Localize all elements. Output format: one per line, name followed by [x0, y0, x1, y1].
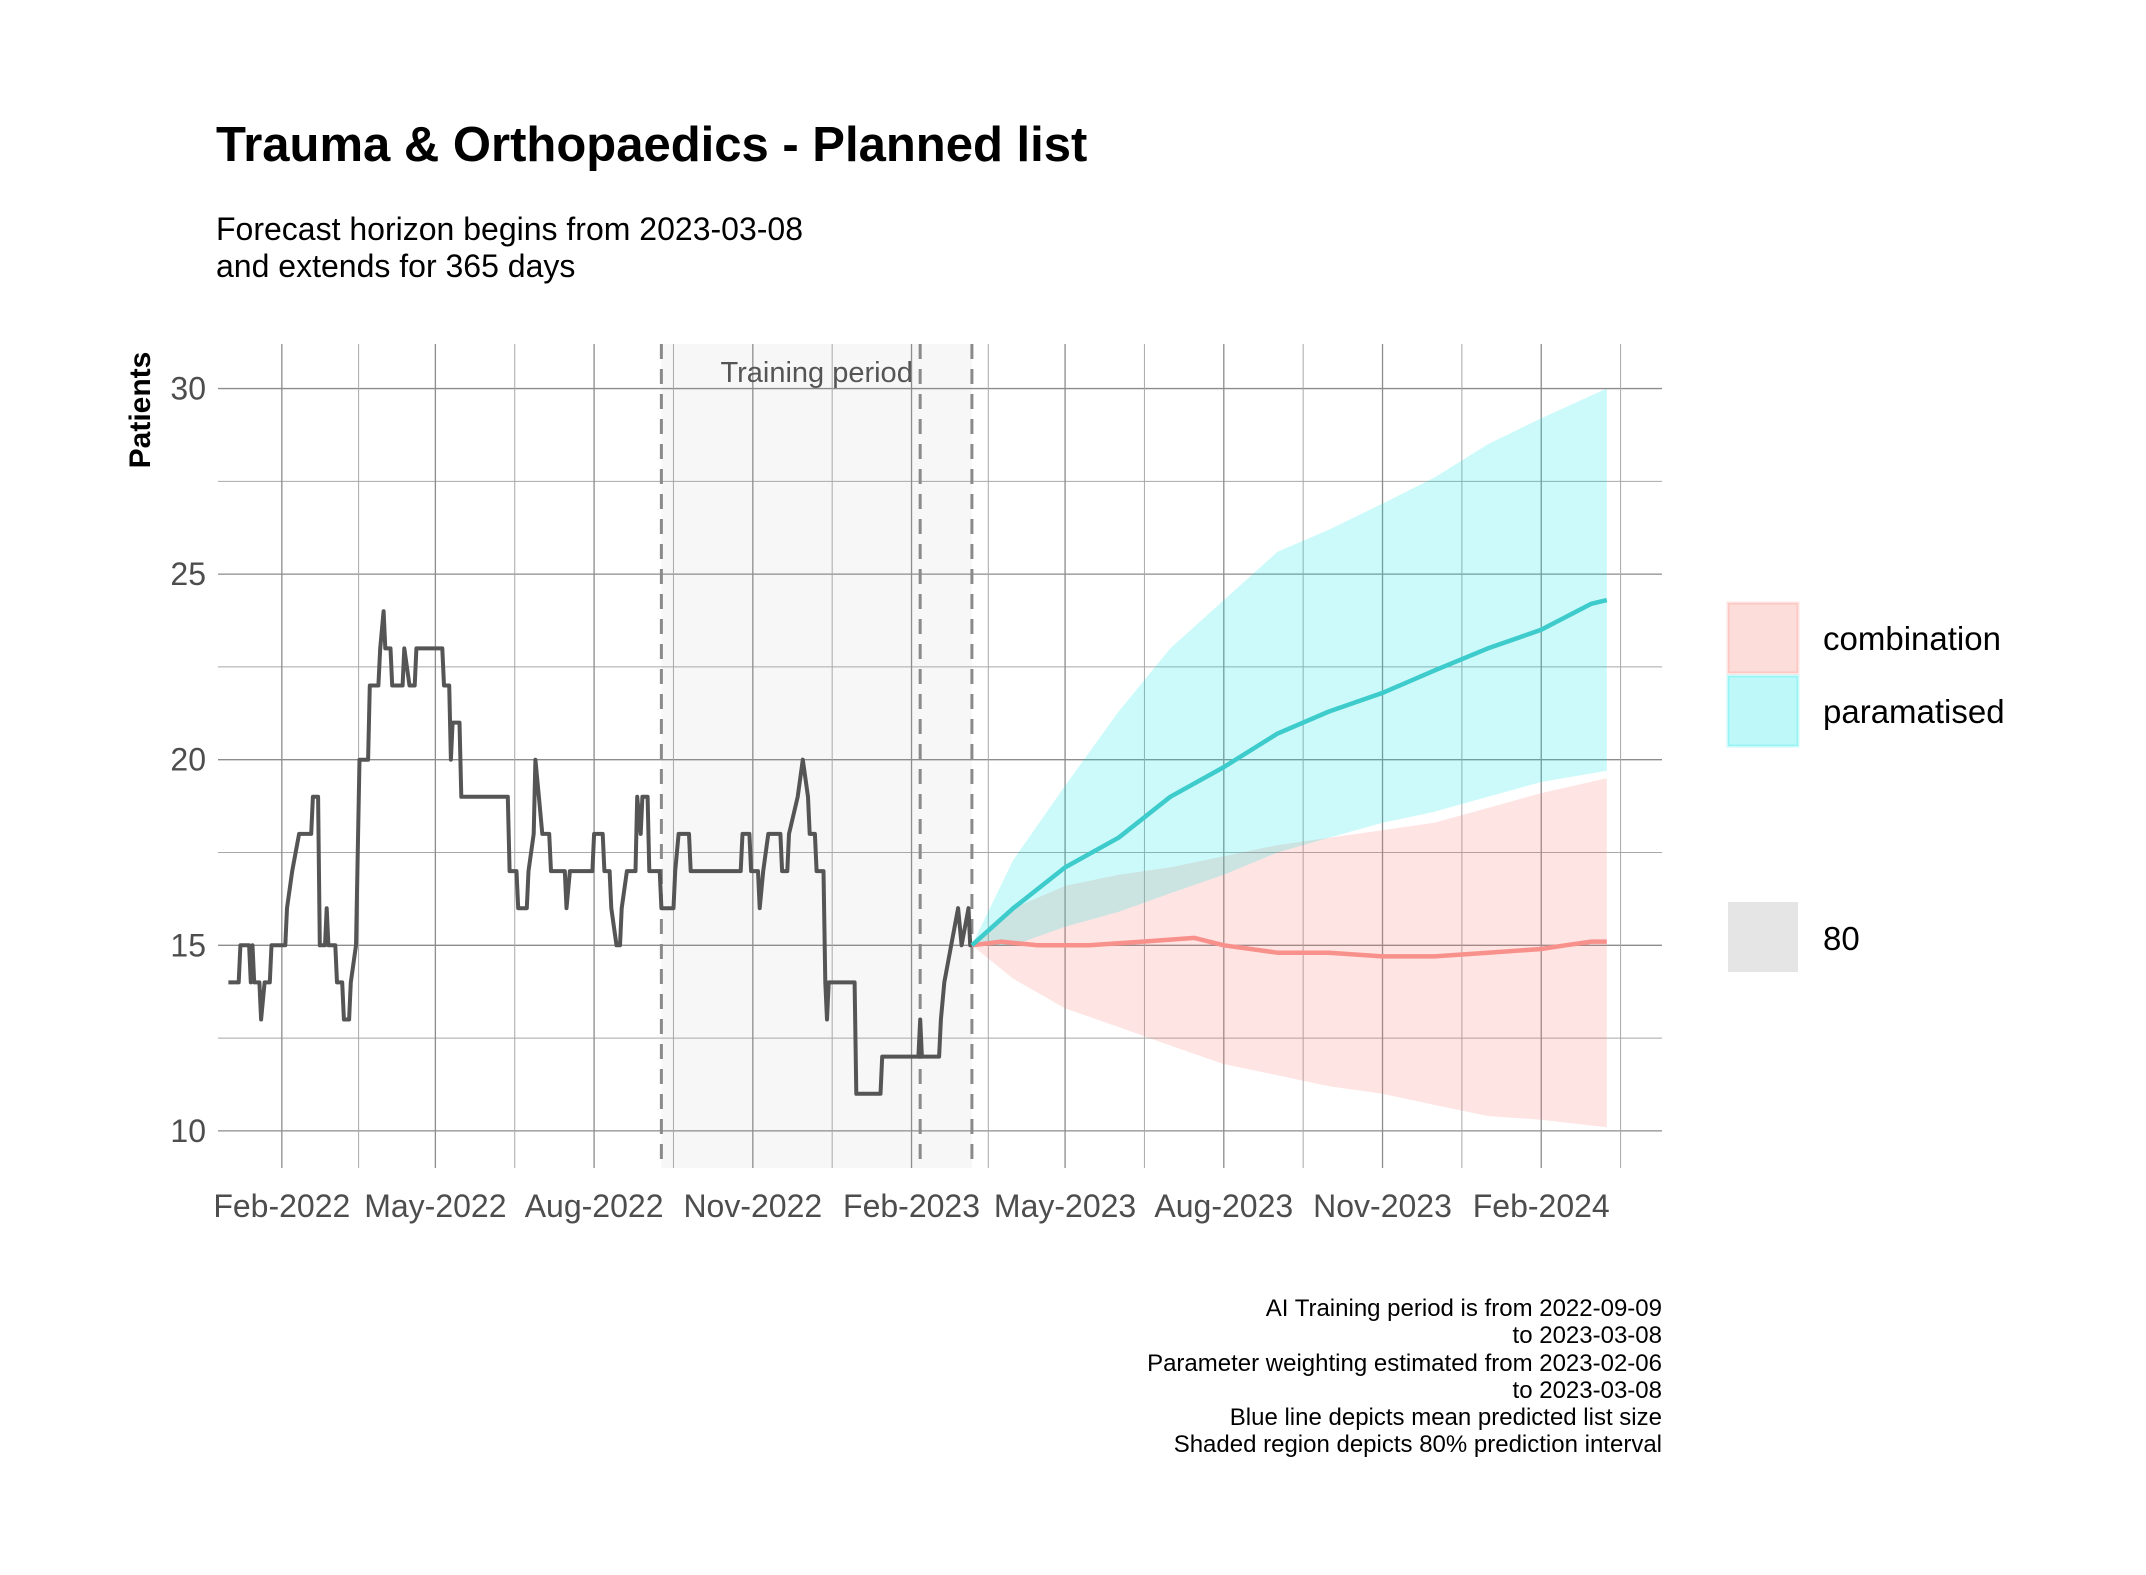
caption-line-3: Parameter weighting estimated from 2023-… — [1147, 1350, 1662, 1377]
legend-label-paramatised: paramatised — [1823, 693, 2005, 730]
chart-subtitle-line-2: and extends for 365 days — [216, 248, 575, 284]
y-tick-label: 30 — [170, 371, 206, 407]
x-tick-label: Nov-2022 — [683, 1188, 822, 1224]
chart-title: Trauma & Orthopaedics - Planned list — [216, 118, 1087, 172]
caption-line-6: Shaded region depicts 80% prediction int… — [1174, 1431, 1662, 1458]
caption-line-5: Blue line depicts mean predicted list si… — [1230, 1404, 1662, 1431]
legend-label-interval: 80 — [1823, 920, 1860, 957]
caption-line-1: AI Training period is from 2022-09-09 — [1266, 1295, 1662, 1322]
training-period-band — [661, 344, 972, 1168]
legend-key-paramatised — [1726, 674, 1800, 748]
y-axis-label: Patients — [124, 352, 157, 469]
x-tick-label: Feb-2023 — [843, 1188, 980, 1224]
forecast-line-combination — [971, 935, 1607, 959]
x-tick-label: May-2023 — [994, 1188, 1136, 1224]
x-tick-label: Feb-2022 — [213, 1188, 350, 1224]
training-period-label: Training period — [720, 357, 912, 389]
legend-label-combination: combination — [1823, 620, 2001, 657]
forecast-line-paramatised — [970, 597, 1608, 947]
chart-subtitle-line-1: Forecast horizon begins from 2023-03-08 — [216, 211, 803, 247]
y-tick-label: 15 — [170, 927, 206, 963]
x-tick-label: Feb-2024 — [1473, 1188, 1610, 1224]
x-tick-label: May-2022 — [364, 1188, 506, 1224]
plot-area: Training period 10 15 20 25 30 Feb-2022 May-202… — [170, 344, 1662, 1224]
observed-line — [228, 609, 973, 1096]
y-tick-label: 10 — [170, 1113, 206, 1149]
caption-line-2: to 2023-03-08 — [1513, 1322, 1662, 1349]
x-tick-label: Aug-2022 — [525, 1188, 664, 1224]
legend-key-combination — [1726, 601, 1800, 675]
caption: AI Training period is from 2022-09-09 to… — [1147, 1295, 1662, 1458]
x-tick-label: Nov-2023 — [1313, 1188, 1452, 1224]
x-tick-label: Aug-2023 — [1154, 1188, 1293, 1224]
legend: combination paramatised 80 — [1726, 601, 2005, 972]
caption-line-4: to 2023-03-08 — [1513, 1377, 1662, 1404]
legend-key-interval — [1728, 902, 1798, 972]
y-tick-label: 25 — [170, 556, 206, 592]
prediction-band-paramatised — [971, 388, 1607, 946]
y-tick-label: 20 — [170, 742, 206, 778]
